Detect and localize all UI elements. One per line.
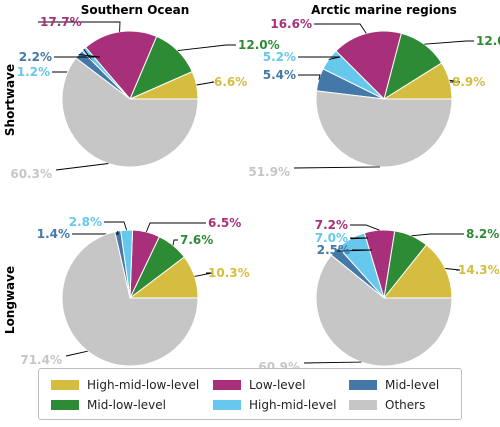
data-label-mid-level: 2.5% [317, 243, 350, 257]
legend-swatch [213, 380, 241, 390]
legend-item-high-mid-low-level: High-mid-low-level [51, 377, 199, 393]
slice-others [315, 90, 453, 168]
legend-item-mid-level: Mid-level [349, 377, 439, 393]
slice-low-level [335, 30, 402, 100]
data-label-mid-low-level: 12.0% [238, 38, 280, 52]
data-label-low-level: 6.5% [208, 216, 241, 230]
legend: High-mid-low-level Low-level Mid-level M… [38, 368, 462, 420]
leader-line [72, 231, 119, 235]
legend-swatch [213, 400, 241, 410]
row-title-shortwave: Shortwave [3, 64, 17, 136]
row-title-longwave: Longwave [3, 266, 17, 334]
leader-line [424, 40, 474, 45]
data-label-mid-level: 1.4% [37, 227, 70, 241]
legend-label: High-mid-level [249, 398, 337, 412]
leader-line [314, 23, 367, 34]
legend-item-mid-low-level: Mid-low-level [51, 397, 166, 413]
legend-swatch [51, 400, 79, 410]
legend-label: Low-level [249, 378, 306, 392]
leader-line [303, 361, 362, 364]
data-label-high-mid-low-level: 8.9% [452, 75, 485, 89]
leader-line [55, 163, 109, 171]
slice-high-mid-low-level [382, 244, 453, 299]
pie-longwave-southern-ocean: 10.3% 7.6% 6.5% 2.8%1.4% 71.4% [20, 215, 249, 367]
data-label-low-level: 16.6% [270, 17, 312, 31]
pie-shortwave-arctic: 8.9% 12.0% 16.6% 5.2% 5.4% 51.9% [248, 17, 500, 179]
data-label-high-mid-low-level: 14.3% [458, 263, 500, 277]
leader-line [54, 53, 101, 58]
leader-line [449, 79, 461, 83]
leader-line [298, 56, 341, 60]
data-label-mid-level: 5.4% [263, 68, 296, 82]
data-label-high-mid-level: 1.2% [17, 65, 50, 79]
column-title-arctic: Arctic marine regions [311, 3, 457, 17]
leader-line [445, 268, 461, 271]
legend-label: Others [385, 398, 426, 412]
column-title-southern-ocean: Southern Ocean [81, 3, 190, 17]
leader-line [298, 74, 321, 80]
pie-shortwave-southern-ocean: 6.6% 12.0% 17.7% 1.2%2.2% 60.3% [10, 15, 279, 181]
leader-line [196, 81, 215, 86]
pie-longwave-arctic: 14.3%8.2%7.2%7.0%2.5%60.9% [258, 218, 499, 374]
pies-group: 6.6% 12.0% 17.7% 1.2%2.2% 60.3% 8.9% 12.0% 16.6… [10, 15, 500, 374]
leader-line [145, 222, 206, 233]
leader-line [293, 166, 380, 169]
data-label-others: 71.4% [20, 353, 62, 367]
data-label-mid-level: 2.2% [19, 50, 52, 64]
data-label-high-mid-level: 2.8% [69, 215, 102, 229]
data-label-others: 60.3% [10, 167, 52, 181]
slice-low-level [84, 30, 158, 100]
data-label-high-mid-low-level: 10.3% [208, 266, 250, 280]
legend-swatch [349, 400, 377, 410]
data-label-low-level: 17.7% [40, 15, 82, 29]
leader-line [172, 239, 178, 246]
leader-line [350, 224, 380, 231]
legend-swatch [349, 380, 377, 390]
legend-label: High-mid-low-level [87, 378, 200, 392]
leader-line [177, 44, 236, 52]
data-label-high-mid-level: 7.0% [315, 231, 348, 245]
slice-others [61, 231, 199, 367]
data-label-high-mid-low-level: 6.6% [214, 75, 247, 89]
leader-line [65, 350, 88, 357]
leader-line [194, 272, 213, 277]
legend-item-high-mid-level: High-mid-level [213, 397, 336, 413]
data-label-mid-low-level: 8.2% [466, 227, 499, 241]
legend-swatch [51, 380, 79, 390]
leader-line [350, 237, 369, 240]
leader-line [334, 249, 373, 252]
legend-label: Mid-level [385, 378, 440, 392]
leader-line [38, 21, 121, 32]
data-label-mid-low-level: 7.6% [180, 233, 213, 247]
data-label-others: 51.9% [248, 165, 290, 179]
legend-item-others: Others [349, 397, 425, 413]
data-label-mid-low-level: 12.0% [476, 34, 500, 48]
data-label-high-mid-level: 5.2% [263, 50, 296, 64]
leader-line [104, 221, 128, 231]
legend-item-low-level: Low-level [213, 377, 306, 393]
legend-label: Mid-low-level [87, 398, 166, 412]
data-label-low-level: 7.2% [315, 218, 348, 232]
leader-line [411, 233, 464, 237]
